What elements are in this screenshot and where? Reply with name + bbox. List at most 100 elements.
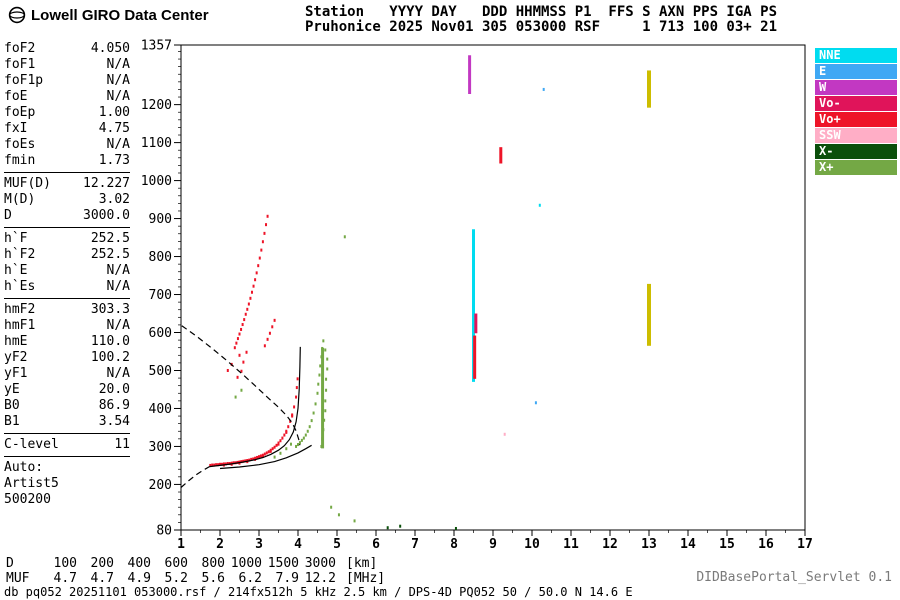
param-value: 1.00 — [98, 105, 130, 120]
param-value: 252.5 — [90, 231, 130, 246]
param-label: foF1p — [4, 73, 44, 88]
logo-text: Lowell GIRO Data Center — [31, 6, 209, 24]
dmuf-value: 1500 — [267, 556, 299, 571]
dmuf-value: 6.2 — [238, 571, 262, 586]
legend-item-vo: Vo+ — [815, 112, 897, 127]
param-value: 3.54 — [98, 414, 130, 429]
legend-item-w: W — [815, 80, 897, 95]
dmuf-value: 4.9 — [127, 571, 151, 586]
param-label: B0 — [4, 398, 20, 413]
param-value: N/A — [106, 89, 130, 104]
param-label: M(D) — [4, 192, 36, 207]
param-fmin: fmin 1.73 — [4, 153, 130, 169]
dmuf-value: 12.2 — [304, 571, 336, 586]
svg-text:16: 16 — [758, 537, 774, 552]
dmuf-value: 5.2 — [164, 571, 188, 586]
globe-icon — [8, 6, 26, 24]
legend-item-vo: Vo- — [815, 96, 897, 111]
param-value: 11 — [114, 437, 130, 452]
param-value: 3.02 — [98, 192, 130, 207]
svg-text:400: 400 — [149, 402, 172, 417]
param-label: foEs — [4, 137, 36, 152]
param-yf2: yF2 100.2 — [4, 350, 130, 366]
param-he: h`E N/A — [4, 263, 130, 279]
param-value: 20.0 — [98, 382, 130, 397]
dmuf-unit: [MHz] — [346, 571, 386, 586]
svg-text:1: 1 — [177, 537, 185, 552]
param-md: M(D) 3.02 — [4, 192, 130, 208]
series-ssw — [503, 432, 506, 436]
lowell-giro-logo: Lowell GIRO Data Center — [8, 6, 209, 24]
param-fof1: foF1 N/A — [4, 57, 130, 73]
param-hmf2: hmF2 303.3 — [4, 302, 130, 318]
dmuf-row-muf: MUF 4.7 4.7 4.9 5.2 5.6 6.2 7.9 12.2 [MHz] — [6, 571, 385, 586]
svg-text:900: 900 — [149, 212, 172, 227]
svg-text:3: 3 — [255, 537, 263, 552]
servlet-version: DIDBasePortal_Servlet 0.1 — [696, 570, 892, 585]
param-label: h`F2 — [4, 247, 36, 262]
svg-text:1100: 1100 — [141, 136, 172, 151]
param-label: hmF1 — [4, 318, 36, 333]
dmuf-value: 1000 — [230, 556, 262, 571]
dmuf-value: 3000 — [304, 556, 336, 571]
param-clevel: C-level 11 — [4, 437, 130, 453]
legend-item-x: X- — [815, 144, 897, 159]
svg-text:7: 7 — [411, 537, 419, 552]
param-value: 252.5 — [90, 247, 130, 262]
param-label: yF1 — [4, 366, 28, 381]
dmuf-value: 7.9 — [275, 571, 299, 586]
param-value: 1.73 — [98, 153, 130, 168]
param-label: C-level — [4, 437, 59, 452]
param-value: N/A — [106, 73, 130, 88]
svg-text:1200: 1200 — [141, 98, 172, 113]
legend-item-e: E — [815, 64, 897, 79]
svg-text:4: 4 — [294, 537, 302, 552]
param-label: hmF2 — [4, 302, 36, 317]
record-status-line: db pq052 20251101 053000.rsf / 214fx512h… — [4, 585, 633, 599]
svg-text:600: 600 — [149, 326, 172, 341]
svg-text:300: 300 — [149, 440, 172, 455]
param-hme: hmE 110.0 — [4, 334, 130, 350]
param-label: foF1 — [4, 57, 36, 72]
param-hf: h`F 252.5 — [4, 231, 130, 247]
param-value: N/A — [106, 318, 130, 333]
svg-text:6: 6 — [372, 537, 380, 552]
dmuf-value: 200 — [90, 556, 114, 571]
param-b1: B1 3.54 — [4, 414, 130, 430]
series-e — [534, 87, 545, 405]
param-label: yF2 — [4, 350, 28, 365]
param-fof2: foF2 4.050 — [4, 41, 130, 57]
param-hf2: h`F2 252.5 — [4, 247, 130, 263]
dmuf-unit: [km] — [346, 556, 378, 571]
svg-text:11: 11 — [563, 537, 579, 552]
station-header: Station YYYY DAY DDD HHMMSS P1 FFS S AXN… — [305, 5, 777, 35]
series-nne — [472, 203, 541, 382]
station-header-line1: Station YYYY DAY DDD HHMMSS P1 FFS S AXN… — [305, 4, 778, 20]
dmuf-value: 100 — [53, 556, 77, 571]
dmuf-value: 600 — [164, 556, 188, 571]
dmuf-row-d: D 100 200 400 600 800 1000 1500 3000 [km] — [6, 556, 385, 571]
param-label: hmE — [4, 334, 28, 349]
dmuf-row-label: D — [6, 556, 14, 571]
param-foes: foEs N/A — [4, 137, 130, 153]
axes: 1357120011001000900800700600500400300200… — [141, 39, 813, 553]
param-value: 86.9 — [98, 398, 130, 413]
svg-text:17: 17 — [797, 537, 813, 552]
param-label: B1 — [4, 414, 20, 429]
param-value: N/A — [106, 263, 130, 278]
svg-text:1357: 1357 — [141, 39, 172, 54]
param-mufd: MUF(D) 12.227 — [4, 176, 130, 192]
svg-text:5: 5 — [333, 537, 341, 552]
parameter-rows: foF2 4.050 foF1 N/A foF1p N/A foE N/A foEp 1.00 fx… — [4, 41, 130, 457]
curve-o-trace-profile — [209, 346, 301, 468]
auto-label: Auto: — [4, 460, 44, 475]
station-header-line2: Pruhonice 2025 Nov01 305 053000 RSF 1 71… — [305, 19, 778, 35]
param-label: foF2 — [4, 41, 36, 56]
param-label: D — [4, 208, 12, 223]
ionogram-plot: 1357120011001000900800700600500400300200… — [141, 39, 813, 553]
dmuf-value: 4.7 — [53, 571, 77, 586]
param-hes: h`Es N/A — [4, 279, 130, 295]
series-x — [234, 235, 356, 523]
svg-text:2: 2 — [216, 537, 224, 552]
svg-text:13: 13 — [641, 537, 657, 552]
